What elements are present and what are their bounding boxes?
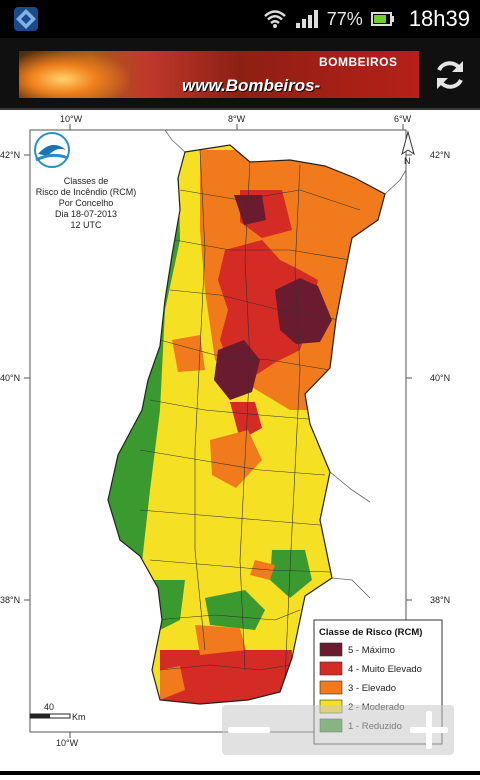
scale-value: 40 [44,702,54,712]
fire-image [19,51,129,98]
bottom-edge [0,771,480,775]
refresh-icon[interactable] [430,55,470,95]
scale-bar: 40 Km [29,702,86,722]
lat-label: 42°N [430,150,450,160]
municipal-boundaries [139,149,361,681]
ad-banner[interactable]: BOMBEIROS www.Bombeiros-Portugal.net [0,38,480,108]
ad-image[interactable]: BOMBEIROS www.Bombeiros-Portugal.net [19,51,419,98]
ipma-logo [34,132,70,168]
battery-icon [370,12,394,26]
title-line: Classes de [64,176,109,186]
lon-label: 8°W [228,114,246,124]
title-line: 12 UTC [70,220,102,230]
title-line: Dia 18-07-2013 [55,209,117,219]
legend-label: 4 - Muito Elevado [348,664,422,675]
lat-label: 38°N [430,595,450,605]
lon-label: 10°W [56,738,79,748]
zoom-controls[interactable] [222,705,454,755]
clock: 18h39 [408,6,470,31]
scale-unit: Km [72,712,86,722]
legend-swatch [319,680,343,695]
legend-label: 3 - Elevado [348,683,396,694]
zoom-out-button[interactable] [222,705,338,755]
status-bar: 77% 18h39 [0,0,480,38]
lat-label: 40°N [430,373,450,383]
app-icon [14,7,38,31]
legend-swatch [319,661,343,676]
north-arrow-icon: N [401,130,415,166]
lat-label: 38°N [0,595,20,605]
lat-label: 42°N [0,150,20,160]
wifi-icon [263,10,286,28]
graticule [24,124,412,738]
legend-swatch [319,642,343,657]
legend-label: 5 - Máximo [348,645,395,656]
minus-icon [228,727,270,733]
zoom-in-button[interactable] [338,705,454,755]
map-canvas[interactable]: 10°W 8°W 6°W 10°W 42°N 40°N 38°N 42°N 40… [0,110,480,775]
title-line: Por Concelho [59,198,114,208]
lat-label: 40°N [0,373,20,383]
plus-icon [426,711,432,749]
map-title: Classes de Risco de Incêndio (RCM) Por C… [36,176,137,230]
legend-title: Classe de Risco (RCM) [319,627,422,638]
spain-border [164,129,407,599]
battery-percent: 77% [326,8,363,29]
ad-url: www.Bombeiros-Portugal.net [182,76,321,98]
signal-icon [295,10,318,28]
north-label: N [404,156,411,166]
portugal-outline [107,144,386,705]
title-line: Risco de Incêndio (RCM) [36,187,137,197]
divider [0,108,480,110]
risk-map[interactable]: 10°W 8°W 6°W 10°W 42°N 40°N 38°N 42°N 40… [0,110,480,775]
lon-label: 10°W [60,114,83,124]
ad-brand: BOMBEIROS [319,55,398,69]
lon-label: 6°W [394,114,412,124]
